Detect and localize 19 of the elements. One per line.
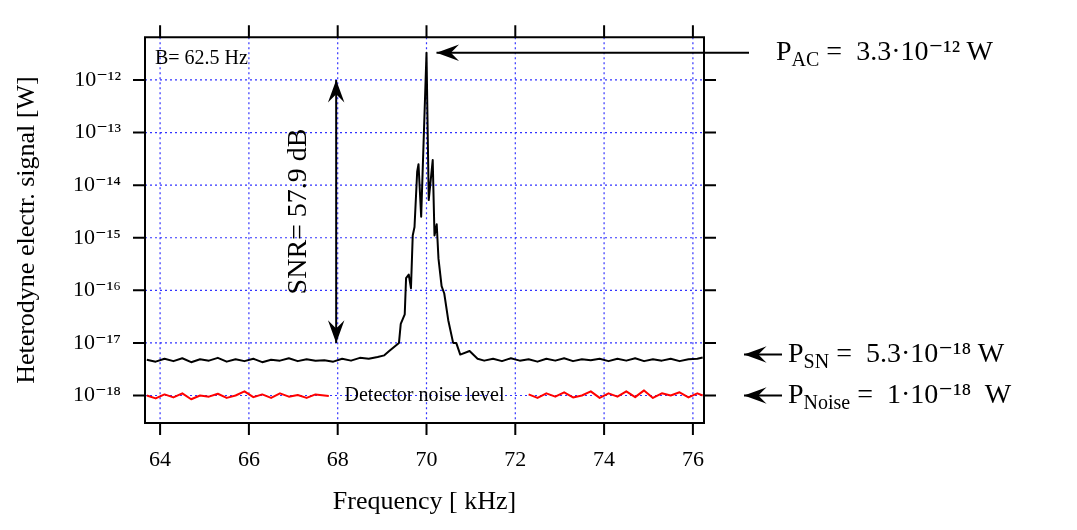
x-tick-label: 76 [681, 445, 704, 471]
x-tick-label: 64 [149, 445, 172, 471]
y-tick-label: 10⁻¹⁴ [73, 170, 122, 196]
annotation: SNR= 57.9 dB [280, 128, 312, 295]
annotation: Detector noise level [344, 382, 505, 405]
y-tick-label: 10⁻¹³ [74, 118, 122, 144]
y-tick-label: 10⁻¹² [74, 65, 122, 91]
x-tick-label: 68 [326, 445, 349, 471]
x-tick-label: 74 [593, 445, 616, 471]
y-axis-title: Heterodyne electr. signal [W] [11, 76, 41, 384]
annotation: B= 62.5 Hz [155, 46, 249, 69]
y-tick-label: 10⁻¹⁶ [73, 276, 121, 302]
x-tick-label: 66 [237, 445, 260, 471]
x-tick-label: 72 [504, 445, 527, 471]
x-tick-label: 70 [415, 445, 438, 471]
y-tick-label: 10⁻¹⁵ [73, 223, 121, 249]
y-tick-label: 10⁻¹⁸ [73, 381, 121, 407]
y-tick-label: 10⁻¹⁷ [73, 328, 121, 354]
x-axis-title: Frequency [ kHz] [332, 486, 517, 516]
